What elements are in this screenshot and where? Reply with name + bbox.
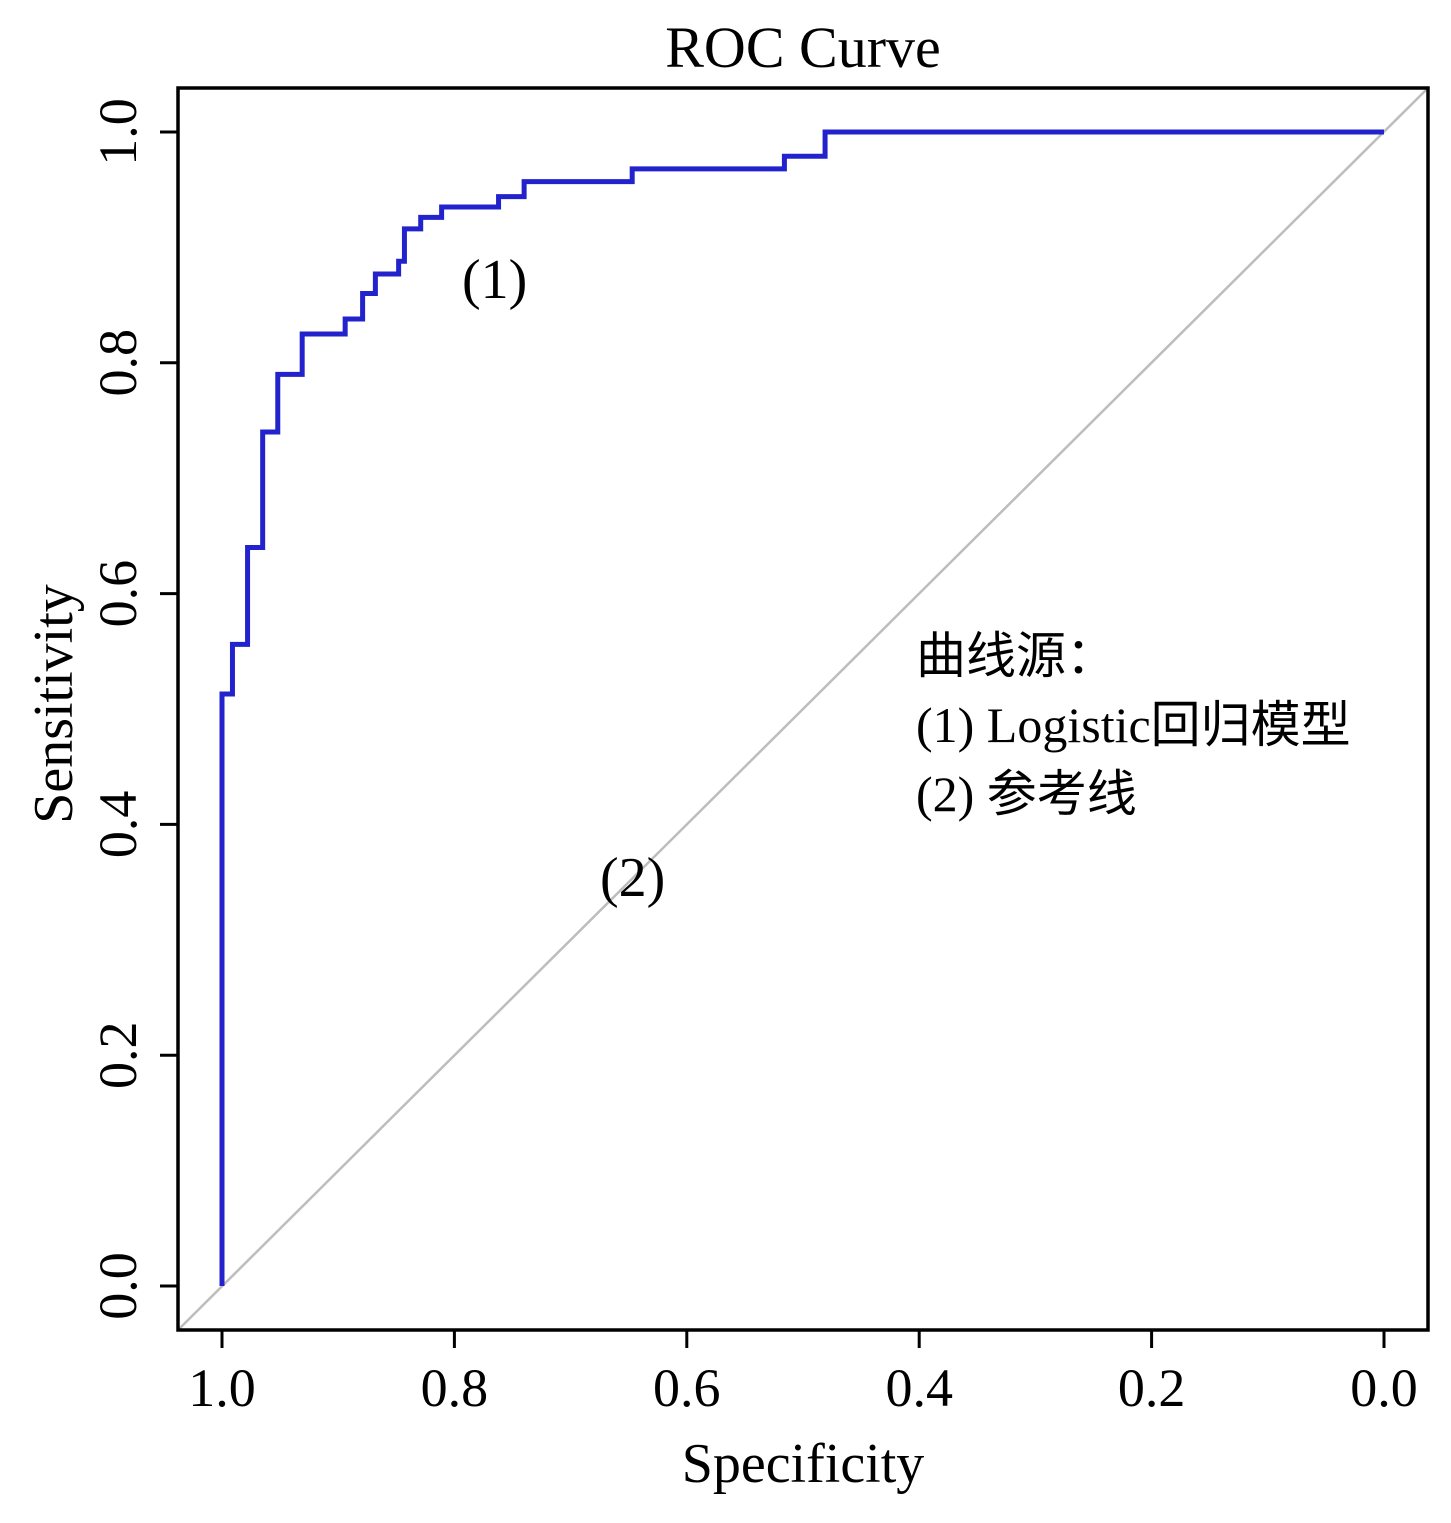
x-axis-label: Specificity: [681, 1433, 925, 1495]
x-tick-label: 0.2: [1118, 1358, 1186, 1418]
legend-item-logistic: (1) Logistic回归模型: [916, 697, 1351, 753]
y-tick-label: 1.0: [88, 98, 148, 166]
y-tick-label: 0.4: [88, 791, 148, 859]
legend-header: 曲线源：: [916, 628, 1116, 684]
x-tick-label: 0.8: [421, 1358, 489, 1418]
chart-title: ROC Curve: [665, 15, 941, 80]
y-tick-label: 0.0: [88, 1252, 148, 1320]
y-axis-label: Sensitivity: [23, 584, 85, 824]
legend-item-reference: (2) 参考线: [916, 766, 1137, 822]
x-tick-label: 0.0: [1350, 1358, 1418, 1418]
roc-curve: [219, 129, 1384, 1286]
x-tick-label: 0.4: [885, 1358, 953, 1418]
curve-annotation-2: (2): [600, 847, 666, 909]
reference-line: [177, 87, 1429, 1331]
y-tick-label: 0.2: [88, 1021, 148, 1089]
y-tick-label: 0.8: [88, 329, 148, 397]
plot-frame: [176, 86, 1430, 1332]
legend: 曲线源： (1) Logistic回归模型 (2) 参考线: [916, 622, 1351, 829]
curve-annotation-1: (1): [462, 249, 528, 311]
y-tick-label: 0.6: [88, 560, 148, 628]
x-tick-label: 0.6: [653, 1358, 721, 1418]
x-tick-label: 1.0: [188, 1358, 256, 1418]
